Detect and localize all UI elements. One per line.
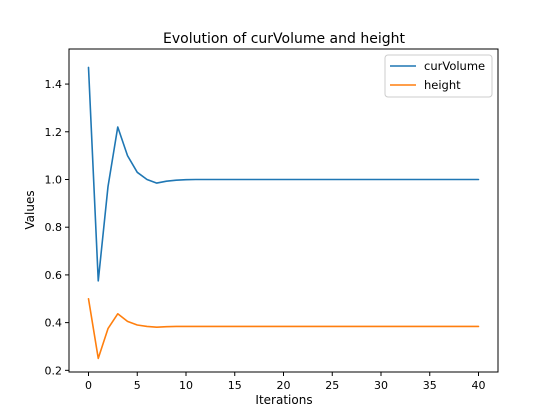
y-tick-label: 1.0 — [45, 173, 63, 186]
y-tick-label: 1.4 — [45, 78, 63, 91]
x-tick-label: 40 — [472, 379, 486, 392]
chart-title: Evolution of curVolume and height — [163, 31, 405, 47]
plot-frame — [68, 48, 499, 373]
y-tick-label: 1.2 — [45, 126, 63, 139]
x-tick-label: 30 — [374, 379, 388, 392]
y-tick-label: 0.4 — [45, 317, 63, 330]
series-line-curvolume — [87, 66, 480, 282]
y-axis: 0.2 0.4 0.6 0.8 1.0 1.2 1.4 — [45, 78, 69, 377]
x-axis: 0 5 10 15 20 25 30 35 40 — [85, 372, 486, 392]
plot-series — [87, 66, 480, 360]
x-tick-label: 5 — [134, 379, 141, 392]
y-tick-label: 0.2 — [45, 364, 63, 377]
series-line-height — [87, 297, 480, 360]
legend-label: height — [424, 78, 461, 92]
x-tick-label: 20 — [277, 379, 291, 392]
legend-label: curVolume — [424, 59, 485, 73]
x-axis-title: Iterations — [255, 393, 312, 407]
y-axis-title: Values — [23, 190, 37, 229]
legend: curVolume height — [384, 54, 493, 98]
x-tick-label: 15 — [228, 379, 242, 392]
x-tick-label: 0 — [85, 379, 92, 392]
x-tick-label: 25 — [325, 379, 339, 392]
x-tick-label: 35 — [423, 379, 437, 392]
y-tick-label: 0.8 — [45, 221, 63, 234]
x-tick-label: 10 — [179, 379, 193, 392]
y-tick-label: 0.6 — [45, 269, 63, 282]
